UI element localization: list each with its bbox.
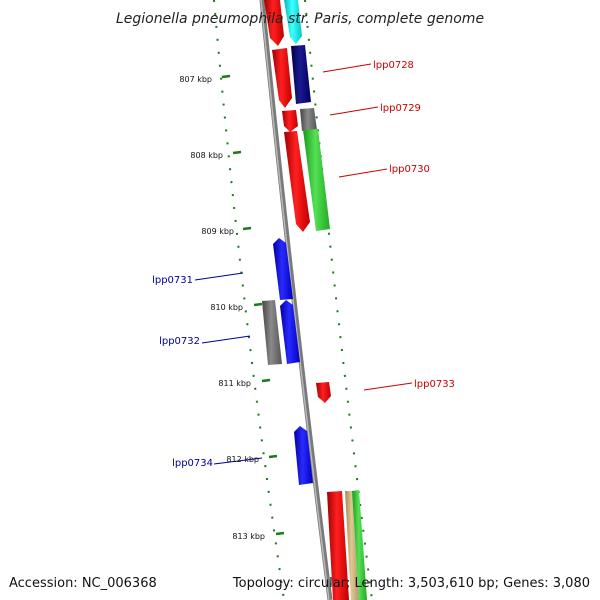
tick-mark-810 [253,302,263,307]
gene-feature [303,129,330,231]
map-title: Legionella pneumophila str. Paris, compl… [116,11,484,27]
tick-mark-808 [232,150,242,155]
gene-feature [300,108,317,131]
gene-feature [291,45,311,104]
gene-feature [272,48,292,108]
tick-label-812: 812 kbp [226,455,259,464]
gene-feature [352,490,367,600]
tick-mark-811 [261,378,271,383]
tick-mark-807 [221,74,231,79]
gene-feature [262,300,282,365]
genome-summary-text: Topology: circular; Length: 3,503,610 bp… [232,576,590,591]
tick-mark-813 [275,531,285,536]
gene-label-lpp0728: lpp0728 [373,60,414,71]
gene-features [262,0,367,600]
gene-label-lpp0734: lpp0734 [172,458,213,469]
gene-feature [264,0,284,46]
tick-label-813: 813 kbp [232,532,265,541]
gene-feature [280,300,300,364]
tick-label-808: 808 kbp [190,151,223,160]
gene-feature [282,110,298,132]
gene-feature [327,491,349,600]
gene-label-lpp0730: lpp0730 [389,164,430,175]
label-leaders [194,63,413,465]
gene-feature [345,491,359,600]
gene-label-lpp0732: lpp0732 [159,336,200,347]
gene-label-lpp0729: lpp0729 [380,103,421,114]
genome-backbone [259,0,333,600]
tick-label-807: 807 kbp [179,75,212,84]
gene-feature [316,382,331,403]
gene-feature [294,426,313,485]
tick-mark-812 [268,454,278,459]
tick-label-809: 809 kbp [201,227,234,236]
gene-label-lpp0731: lpp0731 [152,275,193,286]
tick-label-811: 811 kbp [218,379,251,388]
tick-label-810: 810 kbp [210,303,243,312]
gene-feature [273,238,293,300]
gene-label-lpp0733: lpp0733 [414,379,455,390]
gene-feature [284,131,310,232]
tick-mark-809 [242,226,252,231]
accession-text: Accession: NC_006368 [9,576,157,591]
tick-marks [221,74,285,536]
gene-feature [284,0,302,44]
